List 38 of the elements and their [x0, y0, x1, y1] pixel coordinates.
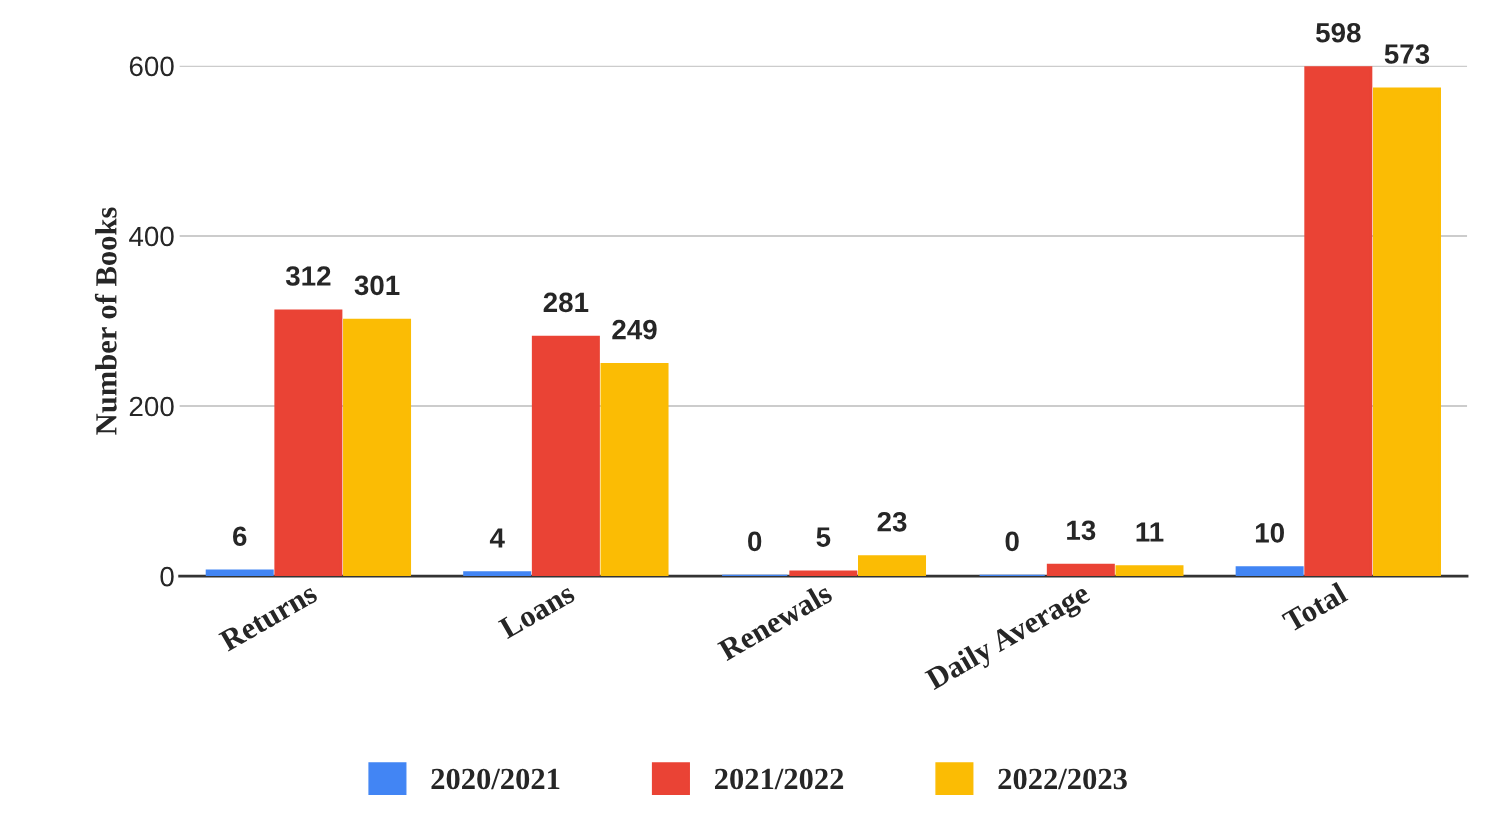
- data-label: 281: [543, 292, 589, 313]
- data-label: 598: [1316, 22, 1361, 43]
- data-label: 573: [1384, 44, 1430, 64]
- bar: [1046, 563, 1115, 577]
- data-label: 10: [1255, 522, 1284, 543]
- data-label: 23: [877, 511, 907, 532]
- bar: [1235, 566, 1304, 577]
- data-label: 0: [1005, 531, 1019, 552]
- legend-label: 2020/2021: [431, 768, 560, 790]
- bar: [1372, 87, 1441, 577]
- bar: [274, 309, 343, 577]
- bar: [205, 569, 274, 577]
- data-label: 249: [612, 319, 657, 340]
- data-label: 6: [233, 526, 247, 547]
- data-label: 4: [489, 528, 505, 548]
- y-tick-label: 200: [129, 396, 174, 417]
- legend-label: 2022/2023: [998, 768, 1127, 790]
- data-label: 312: [285, 266, 331, 286]
- y-tick-label: 600: [129, 56, 174, 77]
- bar: [789, 570, 858, 577]
- legend-label: 2021/2022: [714, 768, 844, 790]
- y-axis-title: Number of Books: [94, 207, 117, 435]
- data-label: 301: [354, 275, 400, 296]
- data-label: 11: [1136, 522, 1164, 542]
- bar: [531, 335, 600, 577]
- bar: [463, 571, 532, 577]
- x-tick-label: Total: [1280, 581, 1349, 633]
- data-label: 5: [816, 527, 831, 547]
- data-label: 0: [748, 531, 762, 552]
- bar: [343, 318, 412, 577]
- y-tick-label: 400: [129, 226, 174, 247]
- data-label: 13: [1067, 520, 1096, 541]
- bar: [600, 362, 669, 577]
- y-tick-label: 0: [160, 566, 174, 587]
- bar: [1304, 66, 1373, 577]
- bar: [1115, 565, 1184, 577]
- bar: [858, 555, 927, 577]
- x-tick-label: Loans: [497, 582, 576, 640]
